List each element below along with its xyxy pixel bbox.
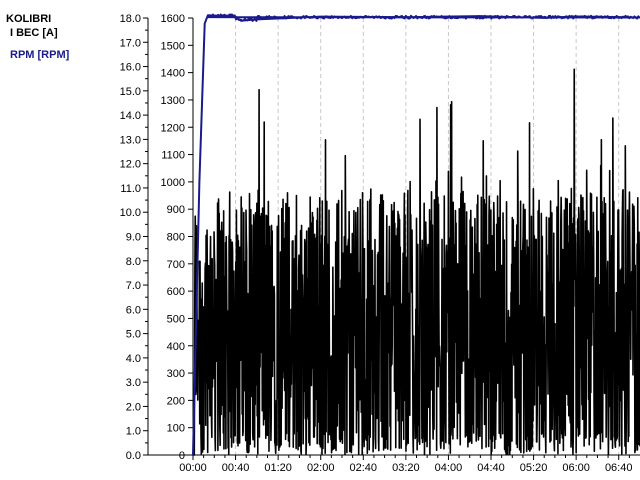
left-tick-label: 10.0 [120, 207, 141, 219]
left-tick-label: 0.0 [126, 450, 141, 462]
left-tick-label: 6.0 [126, 304, 141, 316]
rpm-tick-label: 1500 [161, 40, 185, 52]
left-tick-label: 7.0 [126, 280, 141, 292]
x-tick-label: 03:20 [392, 462, 420, 474]
x-tick-label: 00:40 [222, 462, 250, 474]
rpm-tick-label: 300 [167, 368, 185, 380]
rpm-tick-label: 800 [167, 232, 185, 244]
left-tick-label: 14.0 [120, 110, 141, 122]
left-tick-label: 8.0 [126, 256, 141, 268]
rpm-series-line [192, 13, 640, 456]
left-tick-label: 2.0 [126, 401, 141, 413]
left-tick-label: 9.0 [126, 232, 141, 244]
legend: KOLIBRI I BEC [A] RPM [RPM] [6, 12, 69, 62]
left-tick-label: 3.0 [126, 377, 141, 389]
legend-series-current[interactable]: I BEC [A] [10, 27, 58, 39]
x-tick-label: 06:00 [562, 462, 590, 474]
rpm-tick-label: 600 [167, 286, 185, 298]
legend-device-name: KOLIBRI [6, 13, 52, 25]
left-tick-label: 4.0 [126, 353, 141, 365]
rpm-tick-label: 1100 [161, 150, 185, 162]
left-tick-label: 5.0 [126, 329, 141, 341]
x-tick-label: 04:40 [477, 462, 505, 474]
x-tick-label: 04:00 [435, 462, 463, 474]
x-tick-label: 01:20 [264, 462, 292, 474]
left-tick-label: 11.0 [120, 183, 141, 195]
current-series-line [192, 68, 640, 456]
x-tick-label: 05:20 [520, 462, 548, 474]
left-tick-label: 12.0 [120, 159, 141, 171]
rpm-tick-label: 1200 [161, 122, 185, 134]
rpm-tick-label: 1400 [161, 68, 185, 80]
rpm-tick-label: 200 [167, 395, 185, 407]
left-tick-label: 18.0 [120, 13, 141, 25]
rpm-tick-label: 500 [167, 313, 185, 325]
left-tick-label: 1.0 [126, 426, 141, 438]
rpm-tick-label: 900 [167, 204, 185, 216]
legend-series-rpm[interactable]: RPM [RPM] [10, 49, 70, 61]
rpm-tick-label: 100 [167, 423, 185, 435]
rpm-tick-label: 1600 [161, 13, 185, 25]
left-tick-label: 15.0 [120, 86, 141, 98]
left-tick-label: 13.0 [120, 134, 141, 146]
left-tick-label: 16.0 [120, 62, 141, 74]
x-tick-label: 02:40 [350, 462, 378, 474]
rpm-tick-label: 0 [179, 450, 185, 462]
rpm-tick-label: 1300 [161, 95, 185, 107]
rpm-tick-label: 400 [167, 341, 185, 353]
x-tick-label: 02:00 [307, 462, 335, 474]
rpm-tick-label: 1000 [161, 177, 185, 189]
x-tick-label: 06:40 [605, 462, 633, 474]
left-tick-label: 17.0 [120, 37, 141, 49]
x-tick-label: 00:00 [179, 462, 207, 474]
rpm-tick-label: 700 [167, 259, 185, 271]
